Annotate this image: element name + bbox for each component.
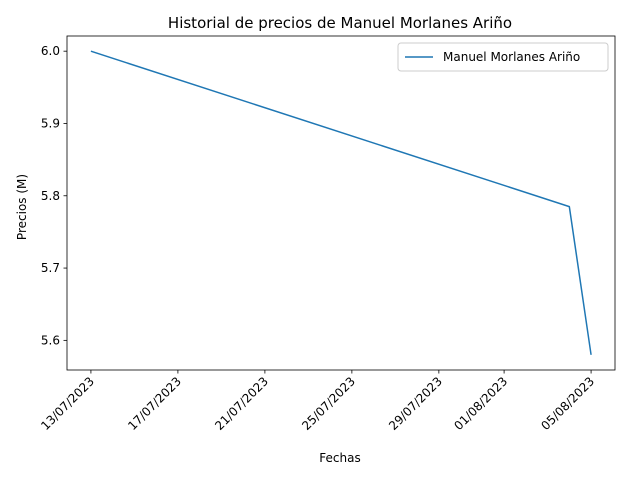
y-axis-label: Precios (M): [15, 174, 29, 240]
y-tick-label: 5.7: [41, 261, 60, 275]
x-tick-label: 17/07/2023: [125, 374, 184, 433]
y-tick-label: 5.6: [41, 333, 60, 347]
x-tick-label: 29/07/2023: [386, 374, 445, 433]
legend-label: Manuel Morlanes Ariño: [443, 50, 580, 64]
x-tick-label: 25/07/2023: [299, 374, 358, 433]
legend-frame: [397, 42, 609, 72]
chart-title: Historial de precios de Manuel Morlanes …: [168, 14, 512, 32]
x-tick-label: 01/08/2023: [451, 374, 510, 433]
x-tick-label: 13/07/2023: [38, 374, 97, 433]
y-axis-ticks: 5.6 5.7 5.8 5.9 6.0: [41, 44, 67, 347]
x-axis-ticks: 13/07/2023 17/07/2023 21/07/2023 25/07/2023…: [38, 370, 597, 433]
legend: Manuel Morlanes Ariño: [397, 42, 609, 72]
y-tick-label: 6.0: [41, 44, 60, 58]
series-layer: [90, 50, 592, 355]
series-line: [90, 50, 592, 355]
x-tick-label: 05/08/2023: [538, 374, 597, 433]
x-axis-label: Fechas: [319, 451, 360, 465]
y-tick-label: 5.9: [41, 116, 60, 130]
x-tick-label: 21/07/2023: [212, 374, 271, 433]
plot-area-frame: [66, 35, 616, 371]
y-tick-label: 5.8: [41, 189, 60, 203]
